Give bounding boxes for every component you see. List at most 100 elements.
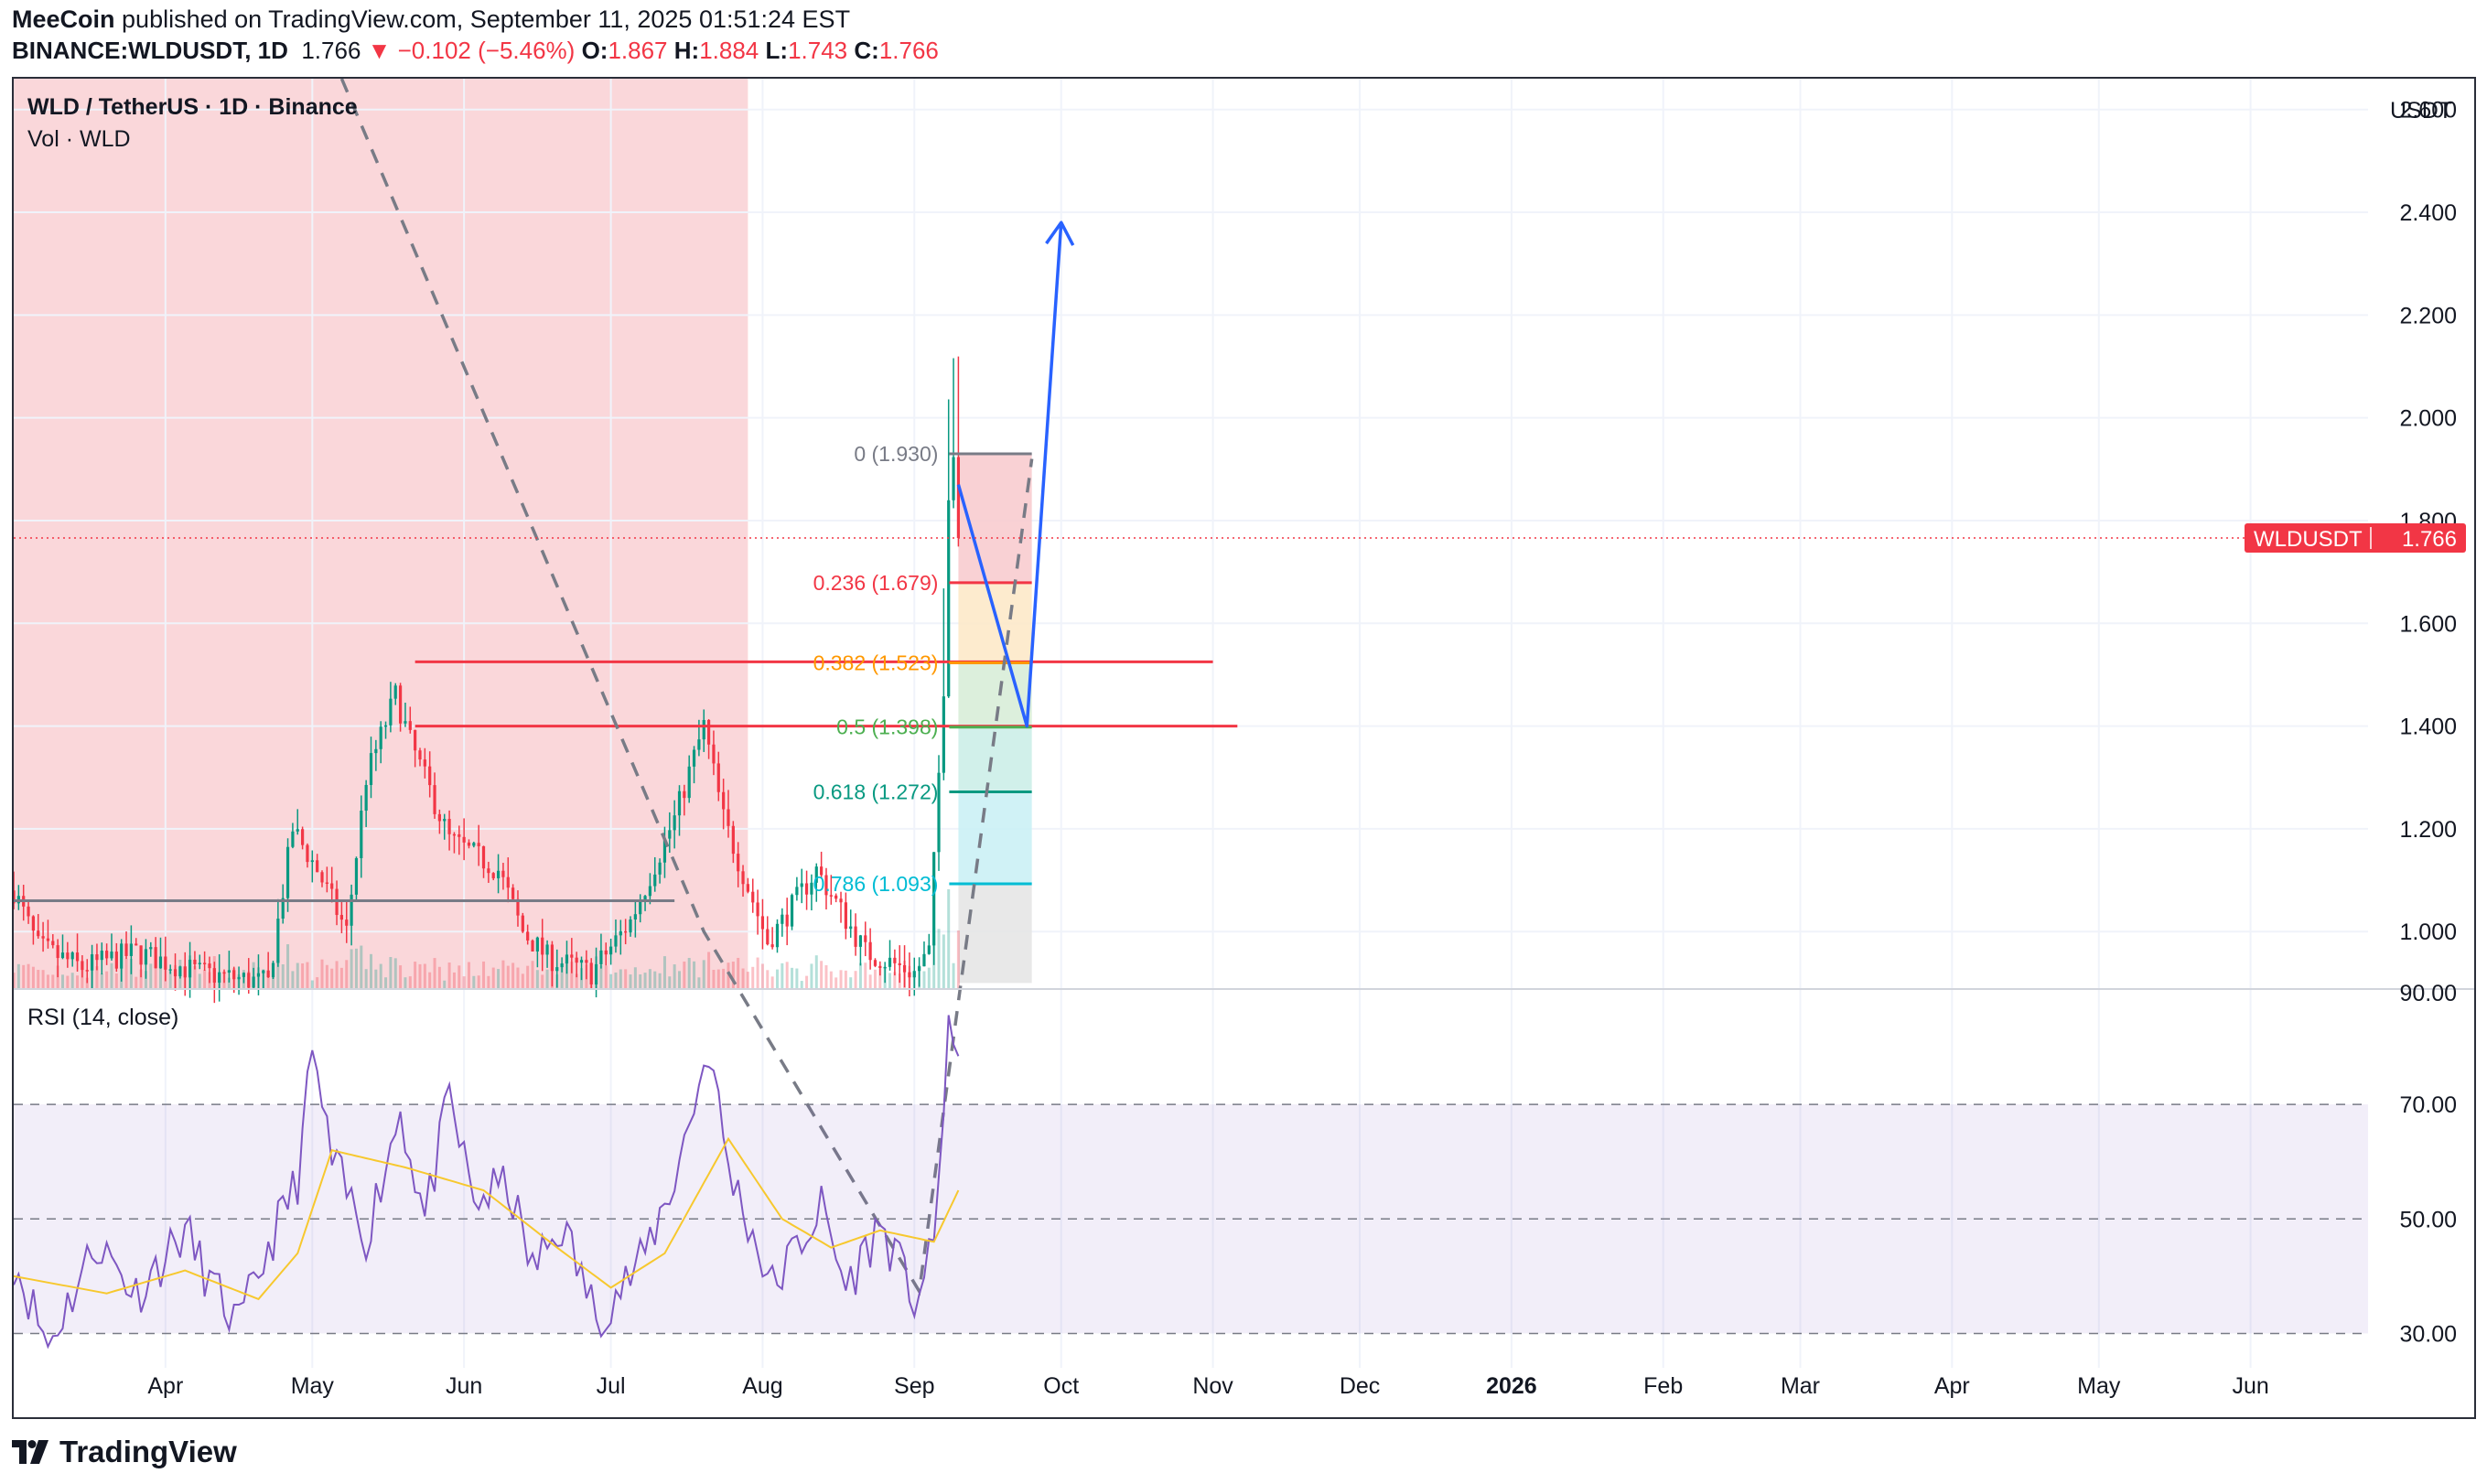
candle-body [834, 895, 838, 899]
price-chart[interactable]: 0 (1.930) 0.236 (1.679) 0.382 (1.523) 0.5 (… [14, 79, 2474, 1417]
volume-bar [114, 973, 118, 988]
candle-body [706, 720, 711, 745]
candle-body [662, 838, 667, 863]
candle-body [252, 976, 255, 988]
volume-bar [643, 973, 647, 988]
volume-bar [506, 965, 510, 988]
volume-bar [541, 974, 544, 988]
volume-bar [95, 966, 99, 988]
volume-bar [785, 962, 789, 988]
candle-body [418, 750, 422, 760]
volume-bar [404, 977, 407, 988]
candle-body [90, 954, 94, 971]
candle-body [369, 753, 373, 785]
volume-bar [658, 973, 662, 988]
volume-bar [433, 958, 436, 988]
candle-body [203, 962, 207, 964]
candle-body [854, 926, 857, 947]
candle-body [188, 959, 192, 978]
volume-bar [330, 968, 334, 988]
open-label: O: [581, 37, 608, 64]
volume-bar [168, 971, 172, 988]
candle-body [545, 944, 549, 955]
time-axis-label: Oct [1043, 1373, 1079, 1399]
candle-body [550, 944, 554, 972]
volume-bar [716, 969, 720, 988]
candle-body [95, 954, 99, 961]
candle-body [633, 914, 637, 919]
volume-bar [829, 971, 833, 988]
candle-body [447, 819, 451, 834]
volume-bar [922, 971, 926, 988]
candle-body [599, 950, 603, 964]
low-value: 1.743 [788, 37, 848, 64]
volume-bar [227, 977, 231, 988]
candle-body [741, 871, 745, 885]
volume-bar [149, 963, 153, 988]
candle-body [521, 915, 524, 932]
candle-body [731, 825, 735, 855]
volume-bar [447, 962, 451, 988]
time-axis-label: May [2077, 1373, 2121, 1399]
down-triangle-icon: ▼ [367, 37, 392, 64]
shaded-date-range [14, 79, 748, 988]
publish-date: published on TradingView.com, September … [122, 5, 851, 33]
candle-body [624, 930, 628, 933]
volume-bar [320, 959, 324, 988]
candle-body [609, 946, 613, 955]
volume-bar [599, 964, 603, 988]
volume-bar [41, 970, 45, 988]
volume-bar [868, 974, 872, 988]
volume-bar [60, 974, 64, 988]
candle-body [296, 829, 299, 832]
candle-body [178, 966, 182, 977]
price-axis-label: 1.600 [2399, 611, 2457, 637]
candle-body [712, 744, 716, 764]
high-value: 1.884 [699, 37, 759, 64]
time-axis-label: Apr [1934, 1373, 1970, 1399]
candle-body [212, 968, 216, 984]
candle-body [873, 960, 877, 966]
author-name: MeeCoin [12, 5, 115, 33]
volume-bar [339, 967, 343, 988]
volume-bar [888, 973, 892, 988]
candle-body [858, 935, 863, 947]
candle-body [893, 957, 897, 963]
volume-bar [144, 971, 147, 988]
tradingview-icon [12, 1440, 48, 1464]
volume-bar [437, 966, 441, 988]
high-label: H: [673, 37, 700, 64]
candle-body [218, 972, 221, 984]
time-axis-label: Jun [446, 1373, 482, 1399]
rsi-axis-label: 30.00 [2399, 1321, 2457, 1347]
candle-body [124, 943, 128, 956]
volume-bar [609, 973, 613, 988]
candle-body [389, 698, 393, 726]
volume-bar [741, 968, 745, 988]
volume-bar [291, 971, 295, 988]
candle-body [673, 815, 676, 831]
candle-body [775, 923, 780, 948]
candle-body [27, 906, 30, 917]
candle-body [462, 836, 466, 843]
volume-bar [472, 975, 476, 988]
volume-bar [418, 963, 422, 988]
time-axis-label: Nov [1192, 1373, 1233, 1399]
volume-bar [697, 977, 701, 988]
volume-bar [805, 975, 809, 988]
candle-body [222, 972, 226, 974]
time-axis-label: Feb [1643, 1373, 1683, 1399]
candle-body [144, 949, 148, 965]
candle-body [804, 883, 809, 895]
candle-body [927, 945, 931, 954]
volume-bar [810, 963, 813, 988]
volume-bar [31, 966, 35, 988]
candle-body [173, 969, 178, 977]
candle-body [325, 882, 328, 884]
fib-level-label: 0 (1.930) [854, 442, 938, 466]
volume-bar [947, 888, 951, 988]
price-axis-label: 90.00 [2399, 981, 2457, 1006]
candle-body [555, 967, 559, 972]
volume-bar [604, 965, 608, 988]
volume-bar [668, 976, 672, 988]
